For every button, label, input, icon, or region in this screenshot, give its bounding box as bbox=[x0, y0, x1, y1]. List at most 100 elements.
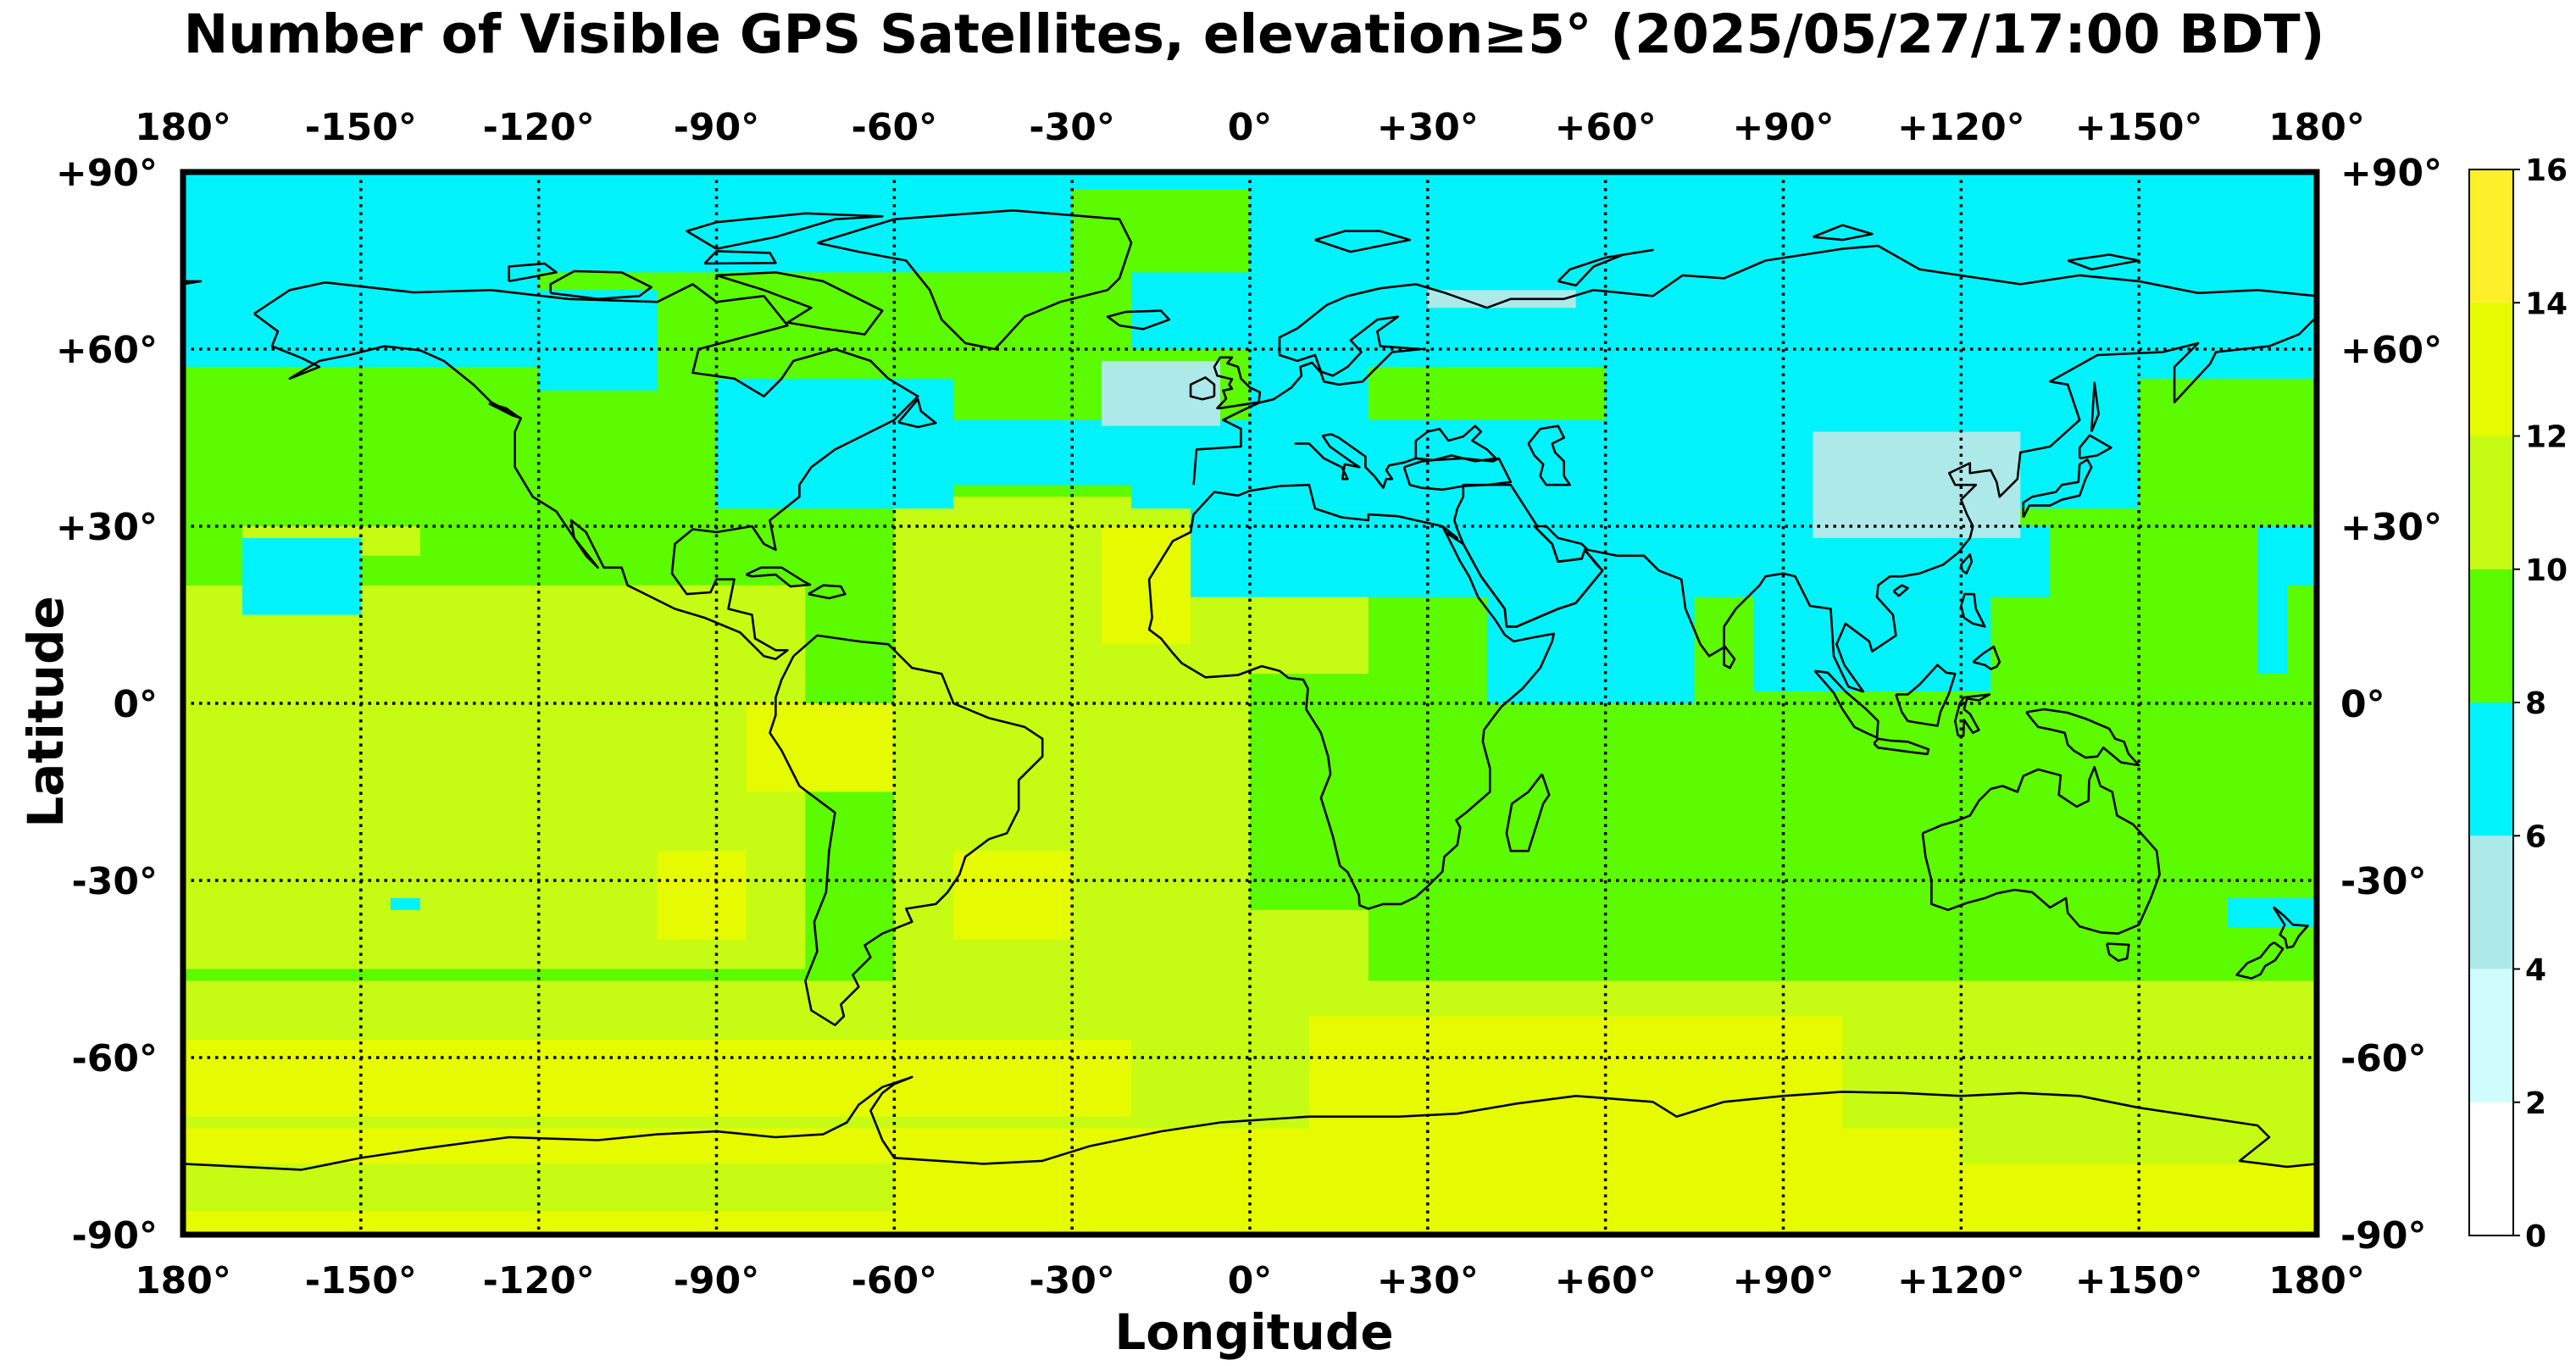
heat-cell bbox=[716, 378, 954, 509]
coastline bbox=[1723, 644, 1736, 669]
heat-cell bbox=[953, 851, 1073, 940]
coastline bbox=[686, 212, 884, 250]
longitude-tick-label: 0° bbox=[1228, 106, 1273, 149]
longitude-tick-label: +150° bbox=[2075, 1259, 2203, 1302]
heat-cell bbox=[1753, 597, 1991, 692]
map-title: Number of Visible GPS Satellites, elevat… bbox=[184, 3, 2325, 65]
longitude-tick-label: +30° bbox=[1377, 1259, 1479, 1302]
longitude-tick-label: +60° bbox=[1555, 106, 1657, 149]
map-frame bbox=[180, 169, 2320, 1238]
coastline bbox=[745, 566, 812, 588]
coastline bbox=[1106, 309, 1171, 330]
coastline bbox=[1527, 425, 1571, 486]
coastline bbox=[1960, 553, 1974, 575]
latitude-tick-label: -60° bbox=[2340, 1037, 2427, 1080]
coastline bbox=[253, 280, 919, 661]
coastline bbox=[1414, 425, 1497, 463]
longitude-tick-label: -90° bbox=[674, 106, 760, 149]
colorbar-band bbox=[2469, 303, 2513, 436]
heat-cell bbox=[183, 1040, 1132, 1117]
longitude-tick-label: 0° bbox=[1228, 1259, 1273, 1302]
heat-cell bbox=[1102, 360, 1221, 426]
heat-cell bbox=[538, 290, 658, 391]
latitude-tick-label: +30° bbox=[56, 506, 158, 549]
coastline bbox=[1213, 356, 1262, 410]
coastline bbox=[2106, 942, 2130, 962]
coastline bbox=[1813, 669, 1879, 739]
longitude-tick-label: -90° bbox=[674, 1259, 760, 1302]
coastline bbox=[1972, 645, 2001, 670]
longitude-tick-label: +60° bbox=[1555, 1259, 1657, 1302]
colorbar-band bbox=[2469, 169, 2513, 303]
heat-cell bbox=[894, 272, 1073, 349]
heat-cell bbox=[657, 851, 747, 940]
coastline bbox=[1873, 737, 1930, 756]
latitude-tick-label: 0° bbox=[2340, 683, 2385, 726]
longitude-tick-label: +120° bbox=[1897, 1259, 2025, 1302]
coastline bbox=[549, 269, 652, 301]
coastline bbox=[2090, 381, 2100, 432]
latitude-tick-label: +90° bbox=[2340, 152, 2442, 195]
graticule-grid bbox=[183, 172, 2317, 1235]
heat-cell bbox=[1427, 290, 1576, 308]
coastline bbox=[1960, 592, 1986, 628]
latitude-tick-label: -60° bbox=[72, 1037, 158, 1080]
coastline bbox=[488, 402, 520, 419]
colorbar-tick-label: 10 bbox=[2525, 553, 2568, 588]
coastline bbox=[1330, 433, 1417, 490]
longitude-tick-label: 180° bbox=[135, 1259, 231, 1302]
longitude-tick-label: -60° bbox=[852, 106, 938, 149]
latitude-tick-label: -30° bbox=[72, 860, 158, 903]
colorbar-tick-label: 8 bbox=[2525, 686, 2546, 721]
colorbar-band bbox=[2469, 1102, 2513, 1236]
coastline bbox=[2078, 434, 2112, 460]
coastline bbox=[2272, 906, 2309, 949]
coastlines bbox=[183, 209, 2317, 1171]
latitude-tick-label: +60° bbox=[56, 329, 158, 372]
colorbar-band bbox=[2469, 969, 2513, 1102]
longitude-tick-label: -150° bbox=[305, 1259, 417, 1302]
longitude-tick-label: -30° bbox=[1029, 1259, 1115, 1302]
colorbar-tick-label: 14 bbox=[2525, 286, 2568, 321]
heat-cell bbox=[1102, 526, 1191, 645]
latitude-tick-label: +30° bbox=[2340, 506, 2442, 549]
heat-cell bbox=[1486, 597, 1695, 703]
heat-cell bbox=[2228, 897, 2317, 928]
coastline bbox=[183, 280, 203, 286]
latitude-tick-label: 0° bbox=[113, 683, 158, 726]
longitude-tick-label: +150° bbox=[2075, 106, 2203, 149]
colorbar-tick-label: 0 bbox=[2525, 1219, 2546, 1254]
coastline bbox=[2025, 708, 2140, 767]
coastline bbox=[897, 397, 937, 429]
bottom-longitude-ticks: 180° -150° -120° -90° -60° -30° 0° +30° +60° +90°… bbox=[135, 1259, 2365, 1302]
longitude-tick-label: -120° bbox=[483, 106, 595, 149]
heat-cell bbox=[894, 1163, 2317, 1235]
coastline bbox=[1921, 765, 2161, 935]
colorbar-band bbox=[2469, 836, 2513, 969]
colorbar: 16 14 12 10 8 6 4 2 0 bbox=[2468, 153, 2568, 1254]
heat-cell bbox=[1131, 272, 2317, 509]
colorbar-tick-label: 16 bbox=[2525, 153, 2568, 188]
coastline bbox=[1954, 693, 1991, 737]
top-longitude-ticks: 180° -150° -120° -90° -60° -30° 0° +30° +60° +90°… bbox=[135, 106, 2365, 149]
right-latitude-ticks: +90° +60° +30° 0° -30° -60° -90° bbox=[2340, 152, 2442, 1258]
heat-cell bbox=[242, 614, 598, 675]
y-axis-label: Latitude bbox=[17, 596, 75, 828]
colorbar-band bbox=[2469, 569, 2513, 702]
coastline bbox=[1192, 244, 2317, 486]
coastline bbox=[1892, 584, 1909, 597]
longitude-tick-label: +30° bbox=[1377, 106, 1479, 149]
longitude-tick-label: +120° bbox=[1897, 106, 2025, 149]
coastline bbox=[1314, 230, 1412, 253]
x-axis-label: Longitude bbox=[1114, 1303, 1393, 1361]
heat-cell bbox=[1308, 1016, 1843, 1164]
heat-cell bbox=[1813, 431, 2021, 538]
colorbar-band bbox=[2469, 436, 2513, 569]
latitude-tick-label: +60° bbox=[2340, 329, 2442, 372]
longitude-tick-label: 180° bbox=[2268, 106, 2365, 149]
colorbar-band bbox=[2469, 702, 2513, 836]
latitude-tick-label: -90° bbox=[72, 1214, 158, 1258]
longitude-tick-label: -120° bbox=[483, 1259, 595, 1302]
coastline bbox=[1557, 248, 1654, 287]
